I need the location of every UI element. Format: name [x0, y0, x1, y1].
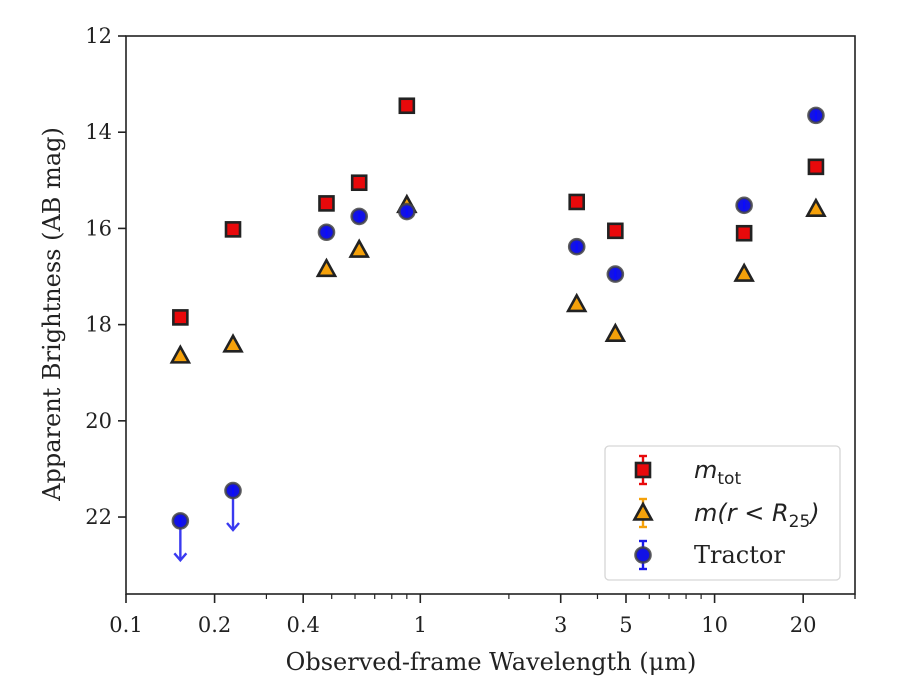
legend-label: m(r < R25) — [694, 499, 820, 532]
y-tick-label: 16 — [85, 216, 112, 240]
x-tick-label: 1 — [414, 613, 427, 637]
y-tick-label: 14 — [85, 120, 112, 144]
triangle-marker — [805, 197, 827, 217]
square-marker — [224, 221, 242, 238]
y-tick-label: 22 — [85, 505, 112, 529]
square-marker — [172, 309, 189, 326]
data-marks — [169, 97, 827, 563]
y-axis-label: Apparent Brightness (AB mag) — [38, 127, 66, 502]
square-marker — [318, 195, 335, 212]
plot-frame — [125, 35, 856, 595]
legend-label: mtot — [694, 456, 741, 489]
plot-border — [125, 35, 856, 595]
x-axis: 0.1 0.2 0.4 1 3 5 10 20 — [109, 594, 856, 637]
square-marker — [568, 193, 586, 211]
series-circle — [171, 106, 825, 563]
upper-limit-arrowhead — [226, 522, 240, 532]
legend-item-circle: Tractor — [634, 539, 785, 571]
x-tick-label: 5 — [619, 613, 632, 637]
legend-item-square: mtot — [634, 454, 741, 489]
y-axis: 12 14 16 18 20 22 — [85, 24, 126, 529]
y-tick-label: 20 — [85, 409, 112, 433]
square-marker — [735, 224, 753, 242]
square-marker — [398, 97, 416, 115]
legend: mtot m(r < R25) Tractor — [604, 445, 841, 581]
x-tick-label: 3 — [554, 613, 567, 637]
x-tick-label: 0.2 — [198, 613, 231, 637]
square-marker — [807, 158, 825, 176]
x-tick-label: 0.1 — [109, 613, 142, 637]
legend-item-triangle: m(r < R25) — [632, 497, 820, 532]
legend-triangle-marker — [632, 501, 654, 521]
x-tick-label: 10 — [701, 613, 728, 637]
triangle-marker — [222, 333, 244, 353]
legend-box — [604, 445, 841, 581]
square-marker — [607, 222, 624, 240]
triangle-marker — [733, 262, 755, 282]
legend-label: Tractor — [694, 541, 785, 569]
triangle-marker — [604, 322, 627, 343]
triangle-marker — [315, 257, 338, 278]
legend-square-marker — [634, 461, 652, 479]
series-square — [172, 97, 825, 326]
triangle-marker — [565, 292, 588, 313]
x-tick-label: 0.4 — [286, 613, 319, 637]
triangle-marker — [169, 344, 192, 364]
y-tick-label: 18 — [85, 313, 112, 337]
series-triangle — [169, 193, 827, 364]
x-axis-label: Observed-frame Wavelength (μm) — [286, 648, 697, 676]
y-tick-label: 12 — [85, 24, 112, 48]
legend-circle-marker — [634, 546, 652, 564]
square-marker — [350, 174, 368, 192]
upper-limit-arrowhead — [173, 552, 188, 563]
x-tick-label: 20 — [790, 613, 817, 637]
triangle-marker — [348, 238, 370, 258]
